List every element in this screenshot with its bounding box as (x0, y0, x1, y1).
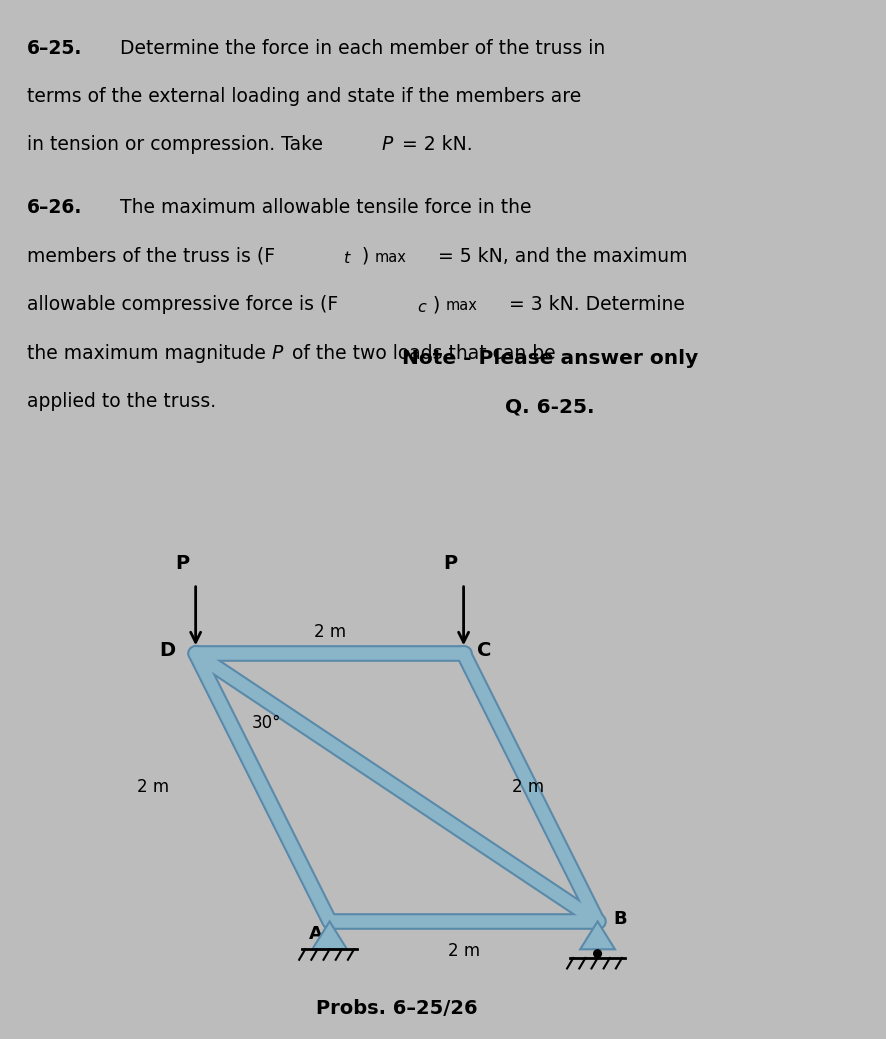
Text: 2 m: 2 m (314, 623, 346, 641)
Text: Note - Please answer only: Note - Please answer only (401, 349, 697, 369)
Text: 2 m: 2 m (136, 778, 168, 797)
Circle shape (593, 950, 601, 958)
Text: allowable compressive force is (F: allowable compressive force is (F (27, 295, 338, 315)
Text: ): ) (432, 295, 439, 315)
Text: terms of the external loading and state if the members are: terms of the external loading and state … (27, 87, 580, 106)
Polygon shape (579, 922, 614, 950)
Text: = 5 kN, and the maximum: = 5 kN, and the maximum (431, 247, 687, 266)
Text: C: C (477, 641, 491, 661)
Text: applied to the truss.: applied to the truss. (27, 393, 215, 411)
Text: max: max (374, 249, 406, 265)
Text: Probs. 6–25/26: Probs. 6–25/26 (315, 1000, 477, 1018)
Text: Determine the force in each member of the truss in: Determine the force in each member of th… (120, 38, 604, 57)
Text: 6–25.: 6–25. (27, 38, 82, 57)
Text: t: t (344, 251, 350, 266)
Text: c: c (416, 300, 425, 315)
Text: P: P (175, 554, 189, 574)
Text: A: A (308, 926, 323, 943)
Text: P: P (443, 554, 457, 574)
Text: 30°: 30° (252, 714, 281, 732)
Text: ): ) (361, 247, 369, 266)
Text: Q. 6-25.: Q. 6-25. (505, 398, 594, 417)
Text: 2 m: 2 m (447, 942, 479, 960)
Text: 2 m: 2 m (511, 778, 543, 797)
Text: D: D (159, 641, 175, 661)
Text: = 3 kN. Determine: = 3 kN. Determine (502, 295, 684, 315)
Text: = 2 kN.: = 2 kN. (396, 135, 472, 155)
Text: of the two loads that can be: of the two loads that can be (285, 344, 555, 363)
Text: The maximum allowable tensile force in the: The maximum allowable tensile force in t… (120, 198, 531, 217)
Text: B: B (613, 910, 626, 928)
Text: 6–26.: 6–26. (27, 198, 82, 217)
Text: the maximum magnitude: the maximum magnitude (27, 344, 271, 363)
Text: members of the truss is (F: members of the truss is (F (27, 247, 275, 266)
Polygon shape (312, 922, 346, 950)
Text: in tension or compression. Take: in tension or compression. Take (27, 135, 328, 155)
Text: P: P (381, 135, 392, 155)
Text: P: P (271, 344, 283, 363)
Text: max: max (445, 298, 477, 313)
